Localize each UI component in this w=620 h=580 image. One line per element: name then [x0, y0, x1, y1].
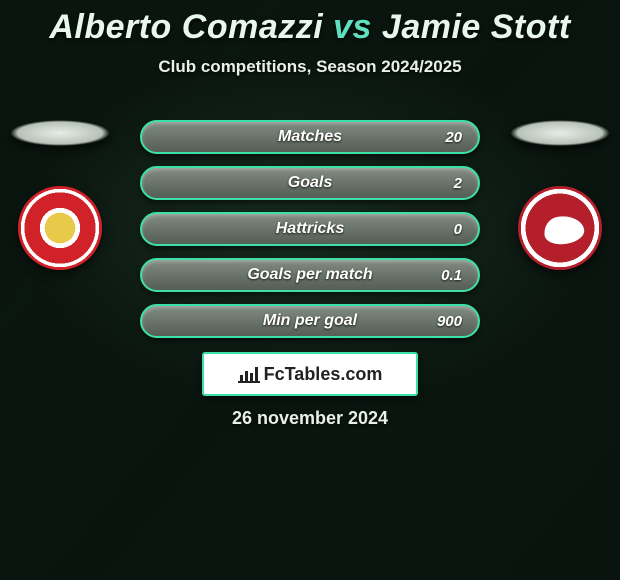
player2-club-badge: [518, 186, 602, 270]
stats-bars: Matches 20 Goals 2 Hattricks 0 Goals per…: [140, 120, 480, 350]
stat-value: 0: [454, 221, 462, 238]
ellipse-right: [510, 120, 610, 146]
brand-box[interactable]: FcTables.com: [202, 352, 418, 396]
stat-row: Min per goal 900: [140, 304, 480, 338]
stat-value: 2: [454, 175, 462, 192]
ellipse-left: [10, 120, 110, 146]
date-label: 26 november 2024: [0, 408, 620, 429]
stat-row: Hattricks 0: [140, 212, 480, 246]
brand-label: FcTables.com: [264, 364, 383, 385]
stat-label: Goals per match: [247, 266, 372, 284]
comparison-card: Alberto Comazzi vs Jamie Stott Club comp…: [0, 0, 620, 580]
vs-separator: vs: [333, 8, 372, 46]
player1-club-block: [10, 120, 110, 280]
stat-value: 0.1: [441, 267, 462, 284]
stat-value: 20: [445, 129, 462, 146]
bar-chart-icon: [238, 365, 260, 383]
player2-club-block: [510, 120, 610, 280]
subtitle: Club competitions, Season 2024/2025: [0, 57, 620, 77]
stat-row: Goals per match 0.1: [140, 258, 480, 292]
page-title: Alberto Comazzi vs Jamie Stott: [0, 0, 620, 47]
player1-name: Alberto Comazzi: [49, 8, 323, 46]
player2-name: Jamie Stott: [382, 8, 571, 46]
stat-label: Goals: [288, 174, 332, 192]
stat-row: Goals 2: [140, 166, 480, 200]
player1-club-badge: [18, 186, 102, 270]
stat-label: Matches: [278, 128, 342, 146]
stat-label: Min per goal: [263, 312, 357, 330]
stat-value: 900: [437, 313, 462, 330]
stat-label: Hattricks: [276, 220, 344, 238]
stat-row: Matches 20: [140, 120, 480, 154]
